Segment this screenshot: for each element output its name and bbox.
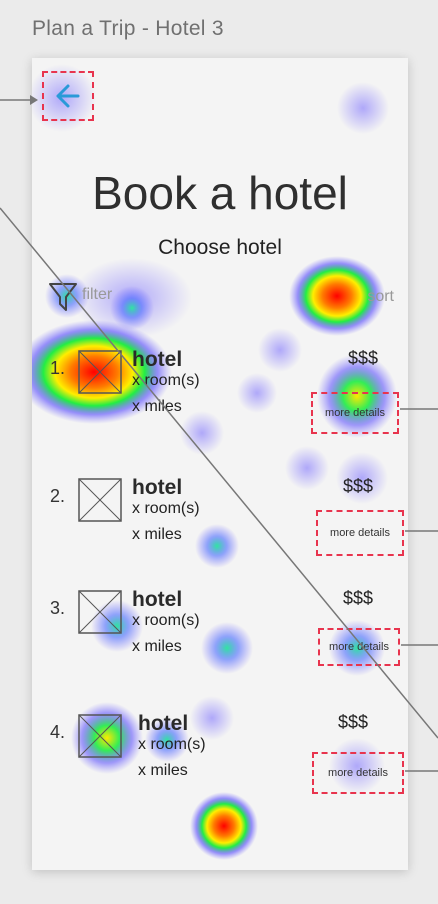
connector-arrowhead — [30, 95, 38, 105]
connector-line — [0, 208, 438, 738]
